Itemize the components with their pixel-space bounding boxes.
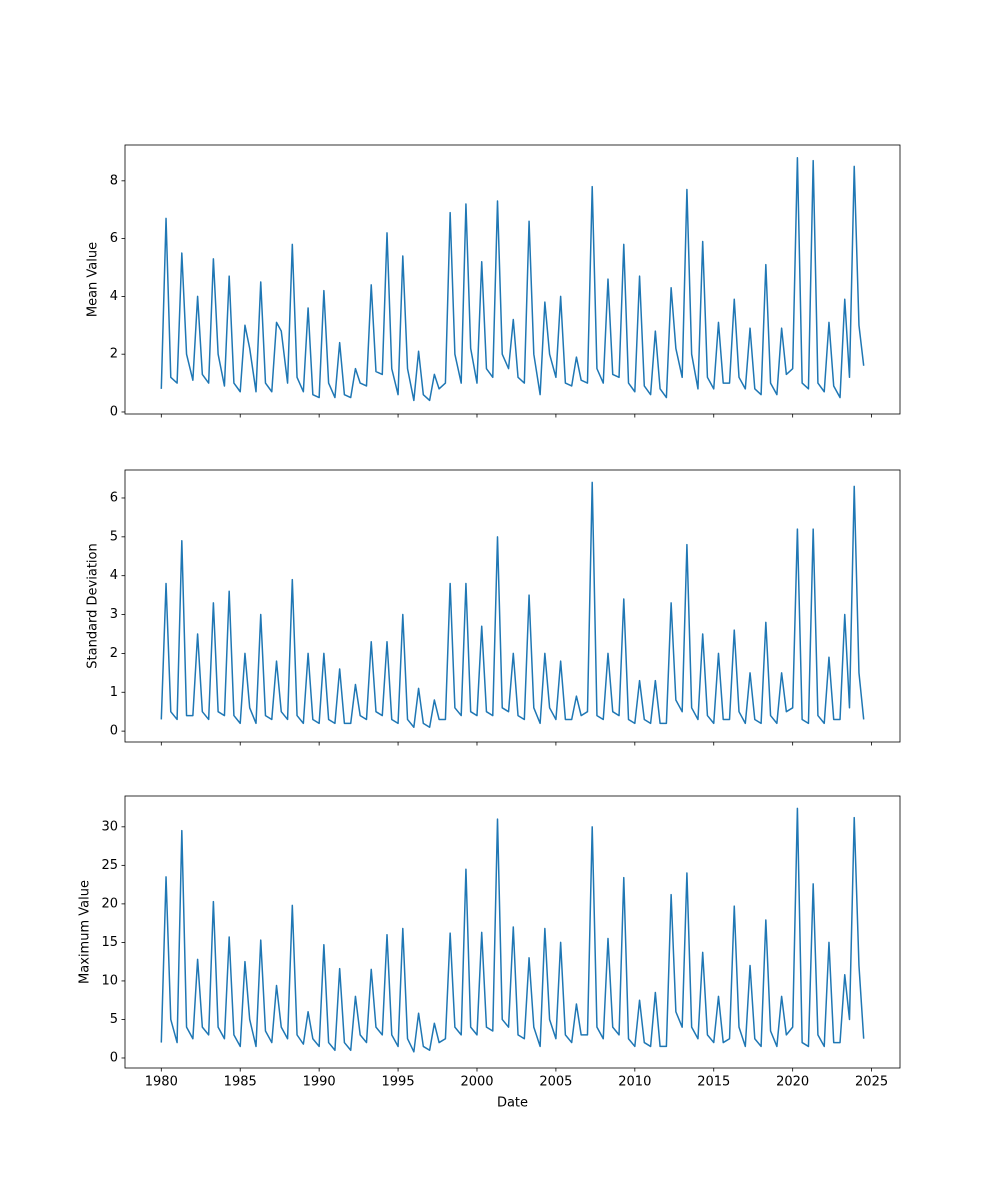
axes-frame [124,144,901,415]
x-tick-label: 1980 [145,1075,178,1090]
y-tick-label: 25 [101,858,118,873]
x-axis-label: Date [497,1096,528,1111]
y-tick-label: 0 [110,1050,118,1065]
y-tick-label: 0 [110,724,118,739]
axes-frame [124,469,901,743]
y-tick-label: 15 [101,935,118,950]
y-tick-label: 6 [110,490,118,505]
y-tick-label: 30 [101,819,118,834]
y-tick-label: 5 [110,529,118,544]
data-line [160,807,865,1053]
x-tick-label: 1995 [382,1075,415,1090]
x-tick-label: 2000 [460,1075,493,1090]
y-tick-label: 20 [101,896,118,911]
x-tick-label: 2010 [618,1075,651,1090]
data-line [160,481,865,728]
x-tick-label: 2020 [776,1075,809,1090]
x-tick-label: 2005 [539,1075,572,1090]
data-line [160,156,865,402]
x-tick-label: 2025 [855,1075,888,1090]
y-tick-label: 1 [110,685,118,700]
y-tick-label: 6 [110,231,118,246]
y-tick-label: 4 [110,289,118,304]
y-tick-label: 2 [110,347,118,362]
y-tick-label: 3 [110,607,118,622]
x-tick-label: 1990 [303,1075,336,1090]
y-tick-label: 10 [101,973,118,988]
y-tick-label: 5 [110,1012,118,1027]
y-tick-label: 4 [110,568,118,583]
x-tick-label: 1985 [224,1075,257,1090]
y-axis-label: Maximum Value [78,880,93,984]
y-tick-label: 2 [110,646,118,661]
y-axis-label: Standard Deviation [86,543,101,668]
x-tick-label: 2015 [697,1075,730,1090]
axes-frame [124,795,901,1069]
y-axis-label: Mean Value [86,242,101,317]
y-tick-label: 0 [110,404,118,419]
y-tick-label: 8 [110,173,118,188]
